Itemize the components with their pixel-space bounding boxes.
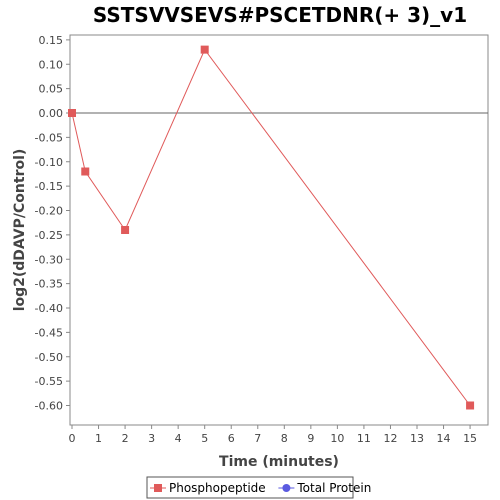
x-tick-label: 13	[410, 432, 424, 445]
y-tick-label: 0.10	[39, 58, 64, 71]
legend-marker-circle	[282, 484, 291, 492]
x-tick-label: 12	[383, 432, 397, 445]
y-tick-label: -0.20	[35, 205, 63, 218]
y-tick-label: 0.05	[39, 83, 64, 96]
y-tick-label: -0.55	[35, 375, 63, 388]
y-tick-label: -0.15	[35, 180, 63, 193]
legend-label: Total Protein	[296, 481, 371, 495]
y-tick-label: -0.25	[35, 229, 63, 242]
x-tick-label: 8	[281, 432, 288, 445]
y-tick-label: -0.05	[35, 131, 63, 144]
x-tick-label: 15	[463, 432, 477, 445]
x-tick-label: 9	[307, 432, 314, 445]
legend-box	[146, 476, 354, 499]
x-axis: 0 1 2 3 4 5 6 7 8 9 10 11 12 13 14 15	[69, 425, 477, 445]
x-tick-label: 11	[357, 432, 371, 445]
y-tick-label: -0.45	[35, 326, 63, 339]
x-tick-label: 3	[148, 432, 155, 445]
y-tick-label: -0.40	[35, 302, 63, 315]
x-tick-label: 10	[330, 432, 344, 445]
data-point	[200, 45, 209, 54]
series	[68, 45, 475, 410]
y-axis-label: log2(dDAVP/Control)	[12, 149, 28, 312]
y-tick-label: -0.10	[35, 156, 63, 169]
legend: Phosphopeptide Total Protein	[146, 476, 371, 499]
x-tick-label: 7	[254, 432, 261, 445]
chart-title: SSTSVVSEVS#PSCETDNR(+ 3)_v1	[93, 3, 467, 27]
legend-items: Phosphopeptide Total Protein	[150, 481, 371, 495]
x-tick-label: 5	[201, 432, 208, 445]
y-tick-label: 0.00	[39, 107, 64, 120]
x-tick-label: 6	[228, 432, 235, 445]
y-tick-label: -0.30	[35, 253, 63, 266]
y-tick-label: -0.35	[35, 278, 63, 291]
plot-area	[69, 34, 489, 426]
y-axis: 0.15 0.10 0.05 0.00 -0.05 -0.10 -0.15 -0.20 -0.2…	[35, 34, 70, 413]
x-tick-label: 14	[437, 432, 451, 445]
data-point	[68, 109, 76, 117]
x-axis-label: Time (minutes)	[219, 454, 339, 470]
y-tick-label: 0.15	[39, 34, 64, 47]
x-tick-label: 2	[122, 432, 129, 445]
data-point	[81, 167, 90, 176]
x-tick-label: 4	[175, 432, 182, 445]
data-point	[121, 226, 130, 234]
x-tick-label: 0	[69, 432, 76, 445]
legend-label: Phosphopeptide	[169, 481, 266, 495]
y-tick-label: -0.60	[35, 400, 63, 413]
legend-marker-square	[154, 484, 162, 492]
plot-frame	[69, 34, 489, 426]
x-tick-label: 1	[95, 432, 102, 445]
y-tick-label: -0.50	[35, 351, 63, 364]
data-point	[466, 401, 475, 410]
